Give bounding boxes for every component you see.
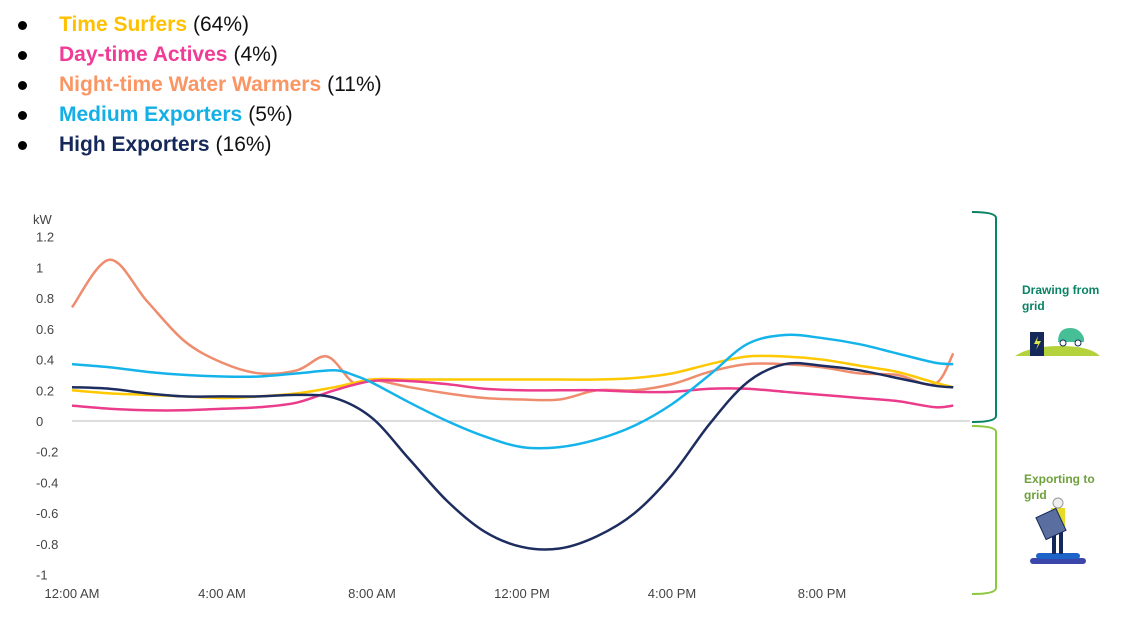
- drawing-from-grid-label: Drawing from grid: [1022, 283, 1100, 313]
- y-tick-label: -0.2: [36, 445, 58, 460]
- legend-percent: (16%): [215, 133, 272, 156]
- legend-item: Day-time Actives (4%): [18, 40, 382, 70]
- bullet-icon: [18, 110, 27, 120]
- x-tick-label: 8:00 AM: [348, 586, 396, 601]
- series-line-high-exporters: [71, 361, 954, 551]
- drawing-bracket: [971, 211, 997, 423]
- exporting-to-grid-label: Exporting to grid: [1024, 472, 1095, 502]
- x-tick-label: 8:00 PM: [798, 586, 846, 601]
- legend-name: Time Surfers: [59, 13, 187, 36]
- legend-name: Night-time Water Warmers: [59, 73, 322, 96]
- series-line-day-time-actives: [71, 379, 954, 412]
- x-tick-label: 4:00 PM: [648, 586, 696, 601]
- legend-item: High Exporters (16%): [18, 130, 382, 160]
- x-tick-label: 12:00 PM: [494, 586, 550, 601]
- y-tick-label: 0.4: [36, 353, 54, 368]
- bullet-icon: [18, 80, 27, 90]
- y-tick-label: -0.4: [36, 475, 58, 490]
- series-line-time-surfers: [71, 354, 954, 400]
- y-tick-label: 1: [36, 260, 43, 275]
- legend-percent: (4%): [233, 43, 278, 66]
- legend-name: High Exporters: [59, 133, 210, 156]
- legend-item: Night-time Water Warmers (11%): [18, 70, 382, 100]
- series-line-medium-exporters: [71, 333, 954, 450]
- y-tick-label: 1.2: [36, 230, 54, 245]
- y-tick-label: -0.6: [36, 506, 58, 521]
- bullet-icon: [18, 50, 27, 60]
- legend-name: Medium Exporters: [59, 103, 243, 126]
- y-tick-label: -1: [36, 568, 48, 583]
- legend-percent: (11%): [327, 73, 382, 96]
- bullet-icon: [18, 140, 27, 150]
- bullet-icon: [18, 20, 27, 30]
- y-tick-label: 0: [36, 414, 43, 429]
- exporting-bracket: [971, 425, 997, 595]
- legend-item: Time Surfers (64%): [18, 10, 382, 40]
- ev-charging-icon: [1015, 328, 1100, 356]
- y-tick-label: -0.8: [36, 537, 58, 552]
- legend-item: Medium Exporters (5%): [18, 100, 382, 130]
- legend-percent: (64%): [193, 13, 250, 36]
- solar-panel-worker-icon: [1030, 497, 1086, 564]
- x-tick-label: 12:00 AM: [45, 586, 100, 601]
- x-tick-label: 4:00 AM: [198, 586, 246, 601]
- y-tick-label: 0.6: [36, 322, 54, 337]
- y-tick-label: 0.2: [36, 383, 54, 398]
- y-tick-label: 0.8: [36, 291, 54, 306]
- legend-name: Day-time Actives: [59, 43, 228, 66]
- y-axis-label: kW: [33, 212, 53, 227]
- legend: Time Surfers (64%) Day-time Actives (4%) Nig…: [18, 10, 382, 160]
- legend-percent: (5%): [248, 103, 293, 126]
- series-line-night-time-water-warmers: [70, 258, 955, 402]
